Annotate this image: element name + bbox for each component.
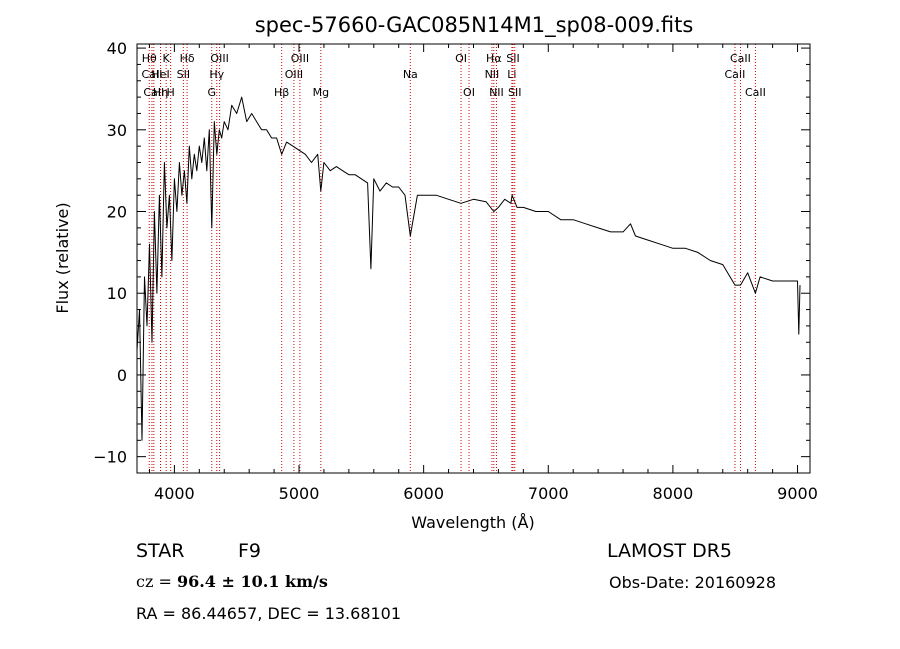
coordinates: RA = 86.44657, DEC = 13.68101 bbox=[136, 604, 402, 623]
line-marker-label-17: OI bbox=[455, 52, 467, 65]
line-marker-label-9: G bbox=[208, 86, 217, 99]
line-marker-label-11: OIII bbox=[210, 52, 228, 65]
line-marker-label-0: Hθ bbox=[142, 52, 157, 65]
line-marker-label-25: CaII bbox=[725, 68, 746, 81]
line-marker-label-6: H bbox=[167, 86, 175, 99]
axes: 4000 5000 6000 7000 8000 9000 −10 0 10 20 30 40 bbox=[93, 39, 818, 503]
x-tick-label-2: 6000 bbox=[403, 484, 444, 503]
line-marker-label-26: CaII bbox=[730, 52, 751, 65]
y-tick-label-1: 0 bbox=[117, 366, 127, 385]
y-tick-label-3: 20 bbox=[107, 203, 127, 222]
chart-title: spec-57660-GAC085N14M1_sp08-009.fits bbox=[255, 13, 694, 38]
cz-value: 96.4 ± 10.1 km/s bbox=[176, 572, 328, 591]
line-marker-label-24: SII bbox=[508, 86, 521, 99]
line-marker-label-14: OIII bbox=[291, 52, 309, 65]
line-marker-label-18: OI bbox=[463, 86, 475, 99]
x-axis-label: Wavelength (Å) bbox=[411, 513, 534, 532]
line-marker-label-20: Hα bbox=[486, 52, 502, 65]
line-marker-label-27: CaII bbox=[745, 86, 766, 99]
y-axis-label: Flux (relative) bbox=[53, 202, 72, 313]
spectrum-series bbox=[136, 96, 801, 441]
y-tick-label-5: 40 bbox=[107, 39, 127, 58]
cz-prefix: cz = bbox=[136, 572, 177, 591]
line-marker-label-5: HeI bbox=[151, 68, 169, 81]
survey-name: LAMOST DR5 bbox=[607, 540, 732, 562]
y-tick-label-0: −10 bbox=[93, 448, 127, 467]
observation-date: Obs-Date: 20160928 bbox=[609, 573, 777, 592]
line-marker-label-13: OIII bbox=[285, 68, 303, 81]
y-tick-label-2: 10 bbox=[107, 284, 127, 303]
line-marker-label-2: CaII bbox=[143, 86, 164, 99]
x-tick-label-1: 5000 bbox=[279, 484, 320, 503]
spectral-subclass: F9 bbox=[238, 540, 262, 562]
line-marker-label-4: K bbox=[163, 52, 171, 65]
line-marker-label-12: Hβ bbox=[274, 86, 289, 99]
y-tick-label-4: 30 bbox=[107, 121, 127, 140]
line-marker-label-21: NII bbox=[489, 86, 504, 99]
x-tick-label-3: 7000 bbox=[528, 484, 569, 503]
x-tick-label-5: 9000 bbox=[777, 484, 818, 503]
x-tick-label-0: 4000 bbox=[154, 484, 195, 503]
line-marker-label-1: CaII bbox=[141, 68, 162, 81]
line-marker-label-16: Na bbox=[403, 68, 418, 81]
line-marker-label-7: Hδ bbox=[180, 52, 195, 65]
spectrum-line-0 bbox=[136, 96, 801, 441]
line-marker-label-22: Li bbox=[507, 68, 516, 81]
line-marker-label-23: SII bbox=[506, 52, 519, 65]
line-marker-label-8: SII bbox=[177, 68, 190, 81]
x-tick-label-4: 8000 bbox=[653, 484, 694, 503]
spectral-line-markers: HθCaIICaIIHηKHeIHHδSIIGHγOIIIHβOIIIOIIIM… bbox=[141, 44, 766, 473]
object-class: STAR bbox=[136, 540, 185, 562]
line-marker-label-10: Hγ bbox=[209, 68, 224, 81]
line-marker-label-19: NII bbox=[485, 68, 500, 81]
redshift-velocity: cz = 96.4 ± 10.1 km/s bbox=[136, 572, 328, 591]
line-marker-label-15: Mg bbox=[313, 86, 329, 99]
